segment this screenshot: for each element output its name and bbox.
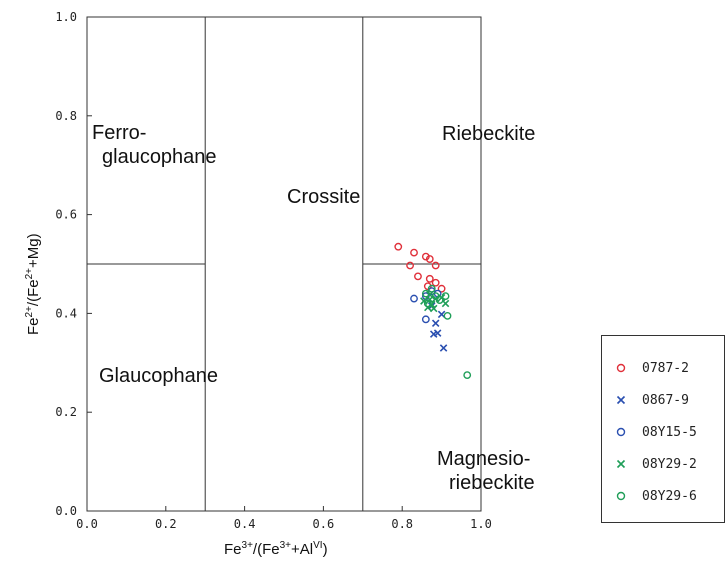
data-point bbox=[421, 315, 430, 324]
data-point bbox=[425, 255, 434, 263]
data-point bbox=[431, 261, 440, 270]
data-point bbox=[435, 296, 444, 304]
data-point bbox=[429, 304, 438, 313]
legend-marker-x bbox=[616, 395, 626, 405]
legend-item: 08Y15-5 bbox=[614, 422, 697, 442]
legend-marker-circle bbox=[616, 427, 626, 437]
legend-label: 0787-2 bbox=[642, 360, 689, 376]
legend-item: 0787-2 bbox=[614, 358, 689, 378]
field-label-crossite: Crossite bbox=[287, 186, 360, 208]
x-tick-label: 0.0 bbox=[76, 517, 98, 531]
data-point bbox=[394, 242, 403, 251]
legend-label: 08Y29-2 bbox=[642, 456, 697, 472]
legend-label: 08Y29-6 bbox=[642, 488, 697, 504]
data-point bbox=[431, 292, 440, 301]
data-point bbox=[427, 284, 436, 293]
field-label-ferroglaucophane-2: glaucophane bbox=[102, 146, 217, 168]
legend-marker-x bbox=[616, 459, 626, 469]
y-axis-label: Fe2+/(Fe2++Mg) bbox=[24, 233, 42, 335]
x-tick-label: 0.2 bbox=[155, 517, 177, 531]
x-tick-label: 1.0 bbox=[470, 517, 492, 531]
legend-label: 08Y15-5 bbox=[642, 424, 697, 440]
x-tick-label: 0.6 bbox=[313, 517, 335, 531]
legend-marker bbox=[616, 363, 626, 373]
y-tick-label: 0.6 bbox=[55, 208, 77, 222]
legend-item: 08Y29-6 bbox=[614, 486, 697, 506]
data-point bbox=[406, 261, 414, 270]
data-points bbox=[394, 242, 472, 380]
x-tick-label: 0.4 bbox=[234, 517, 256, 531]
data-point bbox=[410, 294, 418, 303]
data-point bbox=[429, 330, 438, 338]
y-tick-label: 0.8 bbox=[55, 109, 77, 123]
legend-marker bbox=[616, 395, 626, 405]
data-point bbox=[423, 299, 432, 308]
legend-marker bbox=[616, 459, 626, 469]
x-tick-label: 0.8 bbox=[391, 517, 413, 531]
data-point bbox=[414, 272, 422, 281]
data-point bbox=[431, 294, 440, 303]
data-point bbox=[437, 284, 446, 293]
legend-marker bbox=[616, 427, 626, 437]
y-tick-label: 1.0 bbox=[55, 10, 77, 24]
field-label-riebeckite: Riebeckite bbox=[442, 123, 535, 145]
field-label-glaucophane: Glaucophane bbox=[99, 365, 218, 387]
data-point bbox=[441, 299, 450, 308]
field-label-magnesioriebeckite-2: riebeckite bbox=[449, 472, 535, 494]
legend-marker-circle bbox=[616, 491, 626, 501]
data-point bbox=[441, 292, 450, 301]
field-boundaries bbox=[87, 17, 481, 511]
axis-ticks: 0.0 0.2 0.4 0.6 0.8 1.0 0.0 0.2 0.4 0.6 0.8 1.0 bbox=[55, 10, 492, 531]
data-point bbox=[431, 319, 440, 328]
data-point bbox=[439, 344, 448, 352]
field-label-magnesioriebeckite-1: Magnesio- bbox=[437, 448, 530, 470]
data-point bbox=[421, 289, 430, 298]
legend-marker-circle bbox=[616, 363, 626, 373]
y-tick-label: 0.0 bbox=[55, 504, 77, 518]
data-point bbox=[410, 248, 418, 257]
data-point bbox=[463, 371, 472, 380]
data-point bbox=[420, 297, 428, 305]
legend-item: 0867-9 bbox=[614, 390, 689, 410]
data-point bbox=[431, 278, 440, 287]
field-label-ferroglaucophane-1: Ferro- bbox=[92, 122, 146, 144]
data-point bbox=[426, 295, 434, 304]
legend-label: 0867-9 bbox=[642, 392, 689, 408]
data-point bbox=[425, 274, 434, 283]
y-tick-label: 0.2 bbox=[55, 405, 77, 419]
legend-marker bbox=[616, 491, 626, 501]
legend: 0787-2 0867-9 08Y15-5 08Y29-2 08Y29-6 bbox=[601, 335, 725, 523]
legend-item: 08Y29-2 bbox=[614, 454, 697, 474]
y-tick-label: 0.4 bbox=[55, 306, 77, 320]
data-point bbox=[443, 311, 452, 320]
x-axis-label: Fe3+/(Fe3++AlVI) bbox=[224, 540, 328, 558]
